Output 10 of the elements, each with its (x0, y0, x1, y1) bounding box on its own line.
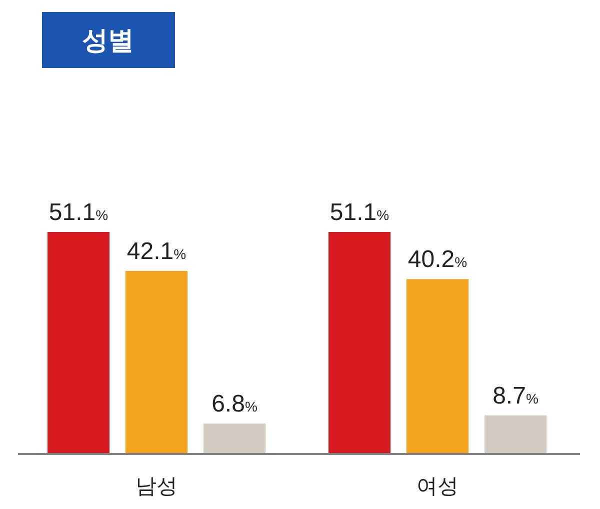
x-tick-label: 여성 (416, 475, 458, 498)
data-label: 51.1% (330, 199, 390, 226)
title: 성별 (42, 12, 175, 68)
chart-title: 성별 (82, 25, 134, 55)
data-label: 40.2% (408, 246, 468, 274)
data-label: 42.1% (126, 238, 186, 265)
data-label: 51.1% (48, 199, 108, 226)
data-label: 8.7% (492, 382, 538, 410)
x-tick-label: 남성 (136, 475, 178, 498)
data-label: 6.8% (212, 390, 258, 418)
